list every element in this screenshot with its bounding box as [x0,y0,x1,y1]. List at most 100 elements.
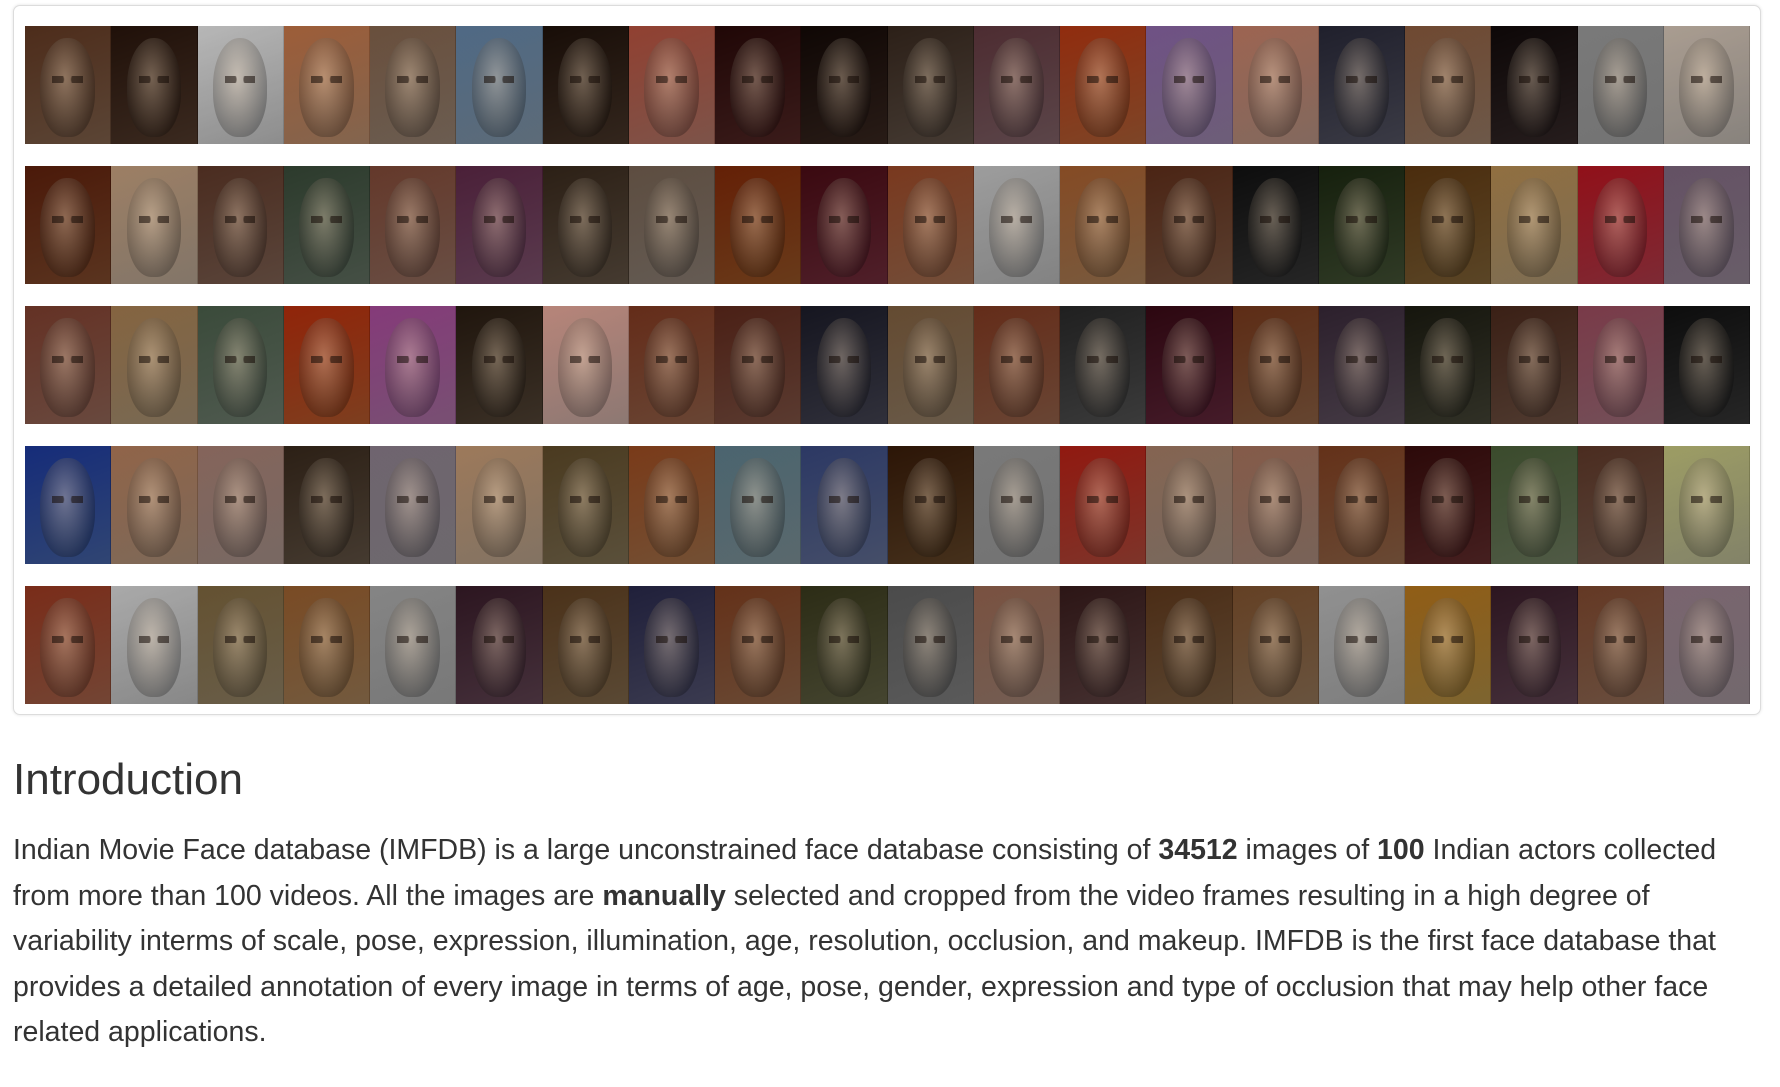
intro-text-part-4: selected and cropped from the video fram… [13,879,1716,1049]
face-row [25,446,1750,564]
face-thumbnail [197,306,284,424]
face-thumbnail [887,166,974,284]
face-thumbnail [973,306,1060,424]
face-thumbnail [973,586,1060,704]
face-thumbnail [1318,306,1405,424]
face-thumbnail [887,26,974,144]
face-row [25,26,1750,144]
face-thumbnail [370,586,457,704]
face-thumbnail [1491,26,1578,144]
face-thumbnail [715,306,802,424]
face-thumbnail [456,166,543,284]
face-thumbnail [1577,306,1664,424]
face-thumbnail [715,586,802,704]
intro-text-part-3: Indian actors collected from more than 1… [13,834,1717,912]
face-thumbnail [456,586,543,704]
face-thumbnail [456,306,543,424]
face-thumbnail [973,166,1060,284]
face-thumbnail [1060,166,1147,284]
face-thumbnail [1232,166,1319,284]
face-thumbnail [1232,446,1319,564]
face-thumbnail [801,166,888,284]
face-thumbnail [973,446,1060,564]
face-thumbnail [542,446,629,564]
face-thumbnail [1577,26,1664,144]
face-thumbnail [1663,446,1750,564]
face-thumbnail [25,586,112,704]
face-thumbnail [1577,586,1664,704]
face-thumbnail [801,586,888,704]
introduction-section: Introduction Indian Movie Face database … [13,758,1765,1056]
face-thumbnail [715,26,802,144]
intro-paragraph: Indian Movie Face database (IMFDB) is a … [13,828,1765,1056]
face-thumbnail [1405,446,1492,564]
face-thumbnail [1146,446,1233,564]
face-thumbnail [1663,166,1750,284]
face-thumbnail [283,446,370,564]
face-thumbnail [111,446,198,564]
face-thumbnail [801,446,888,564]
face-thumbnail [1405,26,1492,144]
face-thumbnail [1663,306,1750,424]
face-thumbnail [370,166,457,284]
face-thumbnail [197,586,284,704]
face-mosaic-frame [13,5,1761,715]
face-row [25,166,1750,284]
face-thumbnail [887,446,974,564]
face-thumbnail [973,26,1060,144]
face-thumbnail [1232,26,1319,144]
intro-text-part-1: Indian Movie Face database (IMFDB) is a … [13,834,1159,866]
face-thumbnail [197,446,284,564]
face-thumbnail [1318,446,1405,564]
face-thumbnail [628,446,715,564]
face-thumbnail [887,306,974,424]
face-thumbnail [1232,586,1319,704]
face-thumbnail [715,446,802,564]
face-thumbnail [628,586,715,704]
face-thumbnail [111,166,198,284]
face-thumbnail [628,306,715,424]
face-thumbnail [1491,166,1578,284]
face-thumbnail [1146,306,1233,424]
face-thumbnail [370,26,457,144]
face-thumbnail [111,586,198,704]
face-thumbnail [715,166,802,284]
face-thumbnail [1146,166,1233,284]
face-thumbnail [283,306,370,424]
face-row [25,306,1750,424]
face-thumbnail [283,26,370,144]
face-thumbnail [1405,586,1492,704]
face-thumbnail [1577,446,1664,564]
face-thumbnail [801,26,888,144]
face-mosaic [25,26,1750,704]
face-thumbnail [283,166,370,284]
face-thumbnail [370,446,457,564]
images-count: 34512 [1158,834,1238,866]
face-thumbnail [1060,306,1147,424]
face-thumbnail [25,26,112,144]
face-thumbnail [801,306,888,424]
section-heading: Introduction [13,755,243,804]
face-thumbnail [887,586,974,704]
face-thumbnail [111,26,198,144]
face-row [25,586,1750,704]
face-thumbnail [1060,446,1147,564]
face-thumbnail [370,306,457,424]
face-thumbnail [456,26,543,144]
face-thumbnail [25,306,112,424]
face-thumbnail [111,306,198,424]
face-thumbnail [283,586,370,704]
face-thumbnail [628,26,715,144]
face-thumbnail [1491,446,1578,564]
face-thumbnail [1318,26,1405,144]
face-thumbnail [1318,166,1405,284]
face-thumbnail [1491,306,1578,424]
actors-count: 100 [1377,834,1425,866]
face-thumbnail [628,166,715,284]
face-thumbnail [456,446,543,564]
face-thumbnail [25,446,112,564]
face-thumbnail [1405,166,1492,284]
face-thumbnail [1146,586,1233,704]
face-thumbnail [25,166,112,284]
face-thumbnail [1405,306,1492,424]
